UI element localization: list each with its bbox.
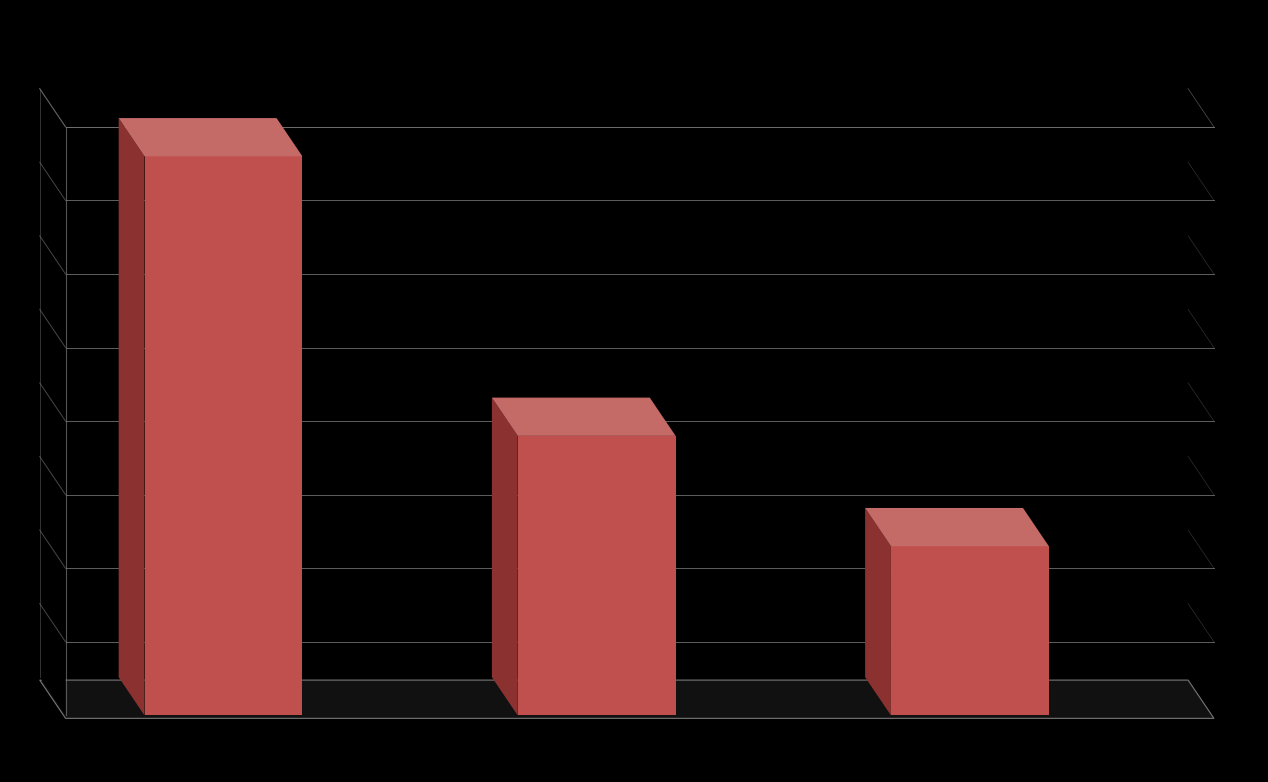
Polygon shape — [891, 546, 1049, 716]
Polygon shape — [865, 508, 1049, 546]
Polygon shape — [492, 397, 676, 436]
Polygon shape — [39, 88, 66, 716]
Polygon shape — [517, 436, 676, 716]
Polygon shape — [492, 397, 517, 716]
Polygon shape — [119, 118, 145, 716]
Polygon shape — [119, 118, 302, 156]
Polygon shape — [865, 508, 891, 716]
Polygon shape — [145, 156, 302, 716]
Polygon shape — [39, 680, 1213, 719]
